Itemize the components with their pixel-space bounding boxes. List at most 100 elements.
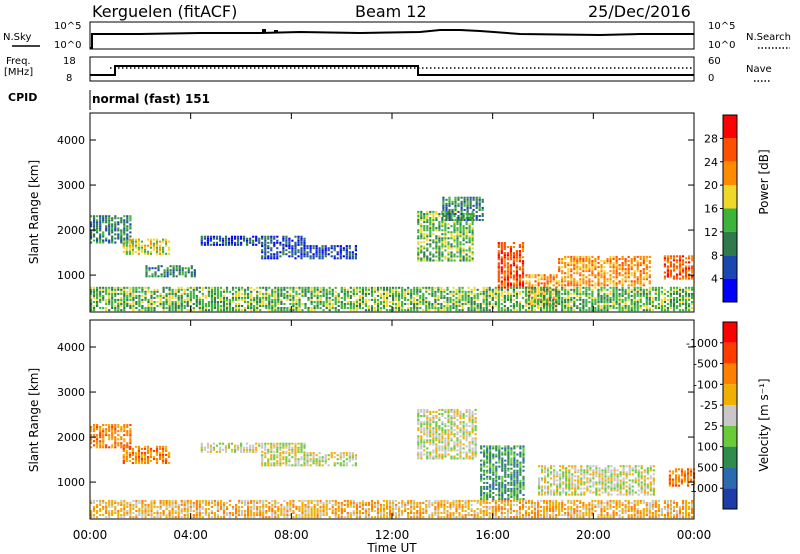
data-cell (122, 250, 125, 253)
data-cell (348, 257, 351, 260)
data-cell (301, 303, 304, 306)
data-cell (507, 447, 510, 450)
data-cell (681, 269, 685, 272)
data-cell (510, 447, 513, 450)
data-cell (294, 243, 297, 246)
data-cell (681, 263, 685, 266)
data-cell (306, 456, 309, 459)
data-cell (454, 202, 457, 205)
data-cell (645, 301, 648, 304)
data-cell (654, 296, 657, 299)
data-cell (552, 301, 555, 304)
data-cell (150, 294, 153, 297)
data-cell (348, 454, 351, 457)
data-cell (429, 413, 432, 416)
data-cell (615, 288, 618, 291)
data-cell (615, 286, 618, 289)
data-cell (162, 294, 165, 297)
data-cell (510, 492, 513, 495)
data-cell (453, 235, 456, 238)
data-cell (111, 229, 114, 232)
data-cell (417, 423, 420, 426)
data-cell (168, 296, 171, 299)
data-cell (597, 307, 600, 310)
data-cell (483, 459, 486, 462)
data-cell (354, 249, 357, 252)
data-cell (298, 292, 301, 295)
data-cell (518, 244, 521, 247)
data-cell (180, 292, 183, 295)
data-cell (310, 307, 313, 310)
data-cell (392, 292, 395, 295)
data-cell (337, 292, 340, 295)
data-cell (420, 231, 423, 234)
data-cell (612, 276, 615, 279)
data-cell (492, 473, 495, 476)
data-cell (240, 450, 243, 453)
data-cell (585, 258, 588, 261)
data-cell (426, 429, 429, 432)
data-cell (157, 269, 160, 272)
data-cell (471, 417, 474, 420)
data-cell (117, 442, 120, 445)
data-cell (138, 301, 141, 304)
colorbar-swatch (723, 208, 737, 232)
data-cell (114, 288, 117, 291)
data-cell (503, 278, 506, 281)
data-cell (450, 439, 453, 442)
data-cell (434, 298, 437, 301)
data-cell (612, 296, 615, 299)
data-cell (453, 221, 456, 224)
data-cell (419, 294, 422, 297)
data-cell (162, 238, 165, 241)
data-cell (132, 294, 135, 297)
data-cell (416, 301, 419, 304)
data-cell (546, 303, 549, 306)
data-cell (131, 252, 134, 255)
data-cell (507, 498, 510, 501)
data-cell (606, 272, 609, 275)
data-cell (501, 459, 504, 462)
data-cell (301, 309, 304, 312)
data-cell (570, 278, 573, 281)
data-cell (120, 288, 123, 291)
data-cell (639, 270, 642, 273)
data-cell (168, 307, 171, 310)
data-cell (250, 292, 253, 295)
data-cell (277, 301, 280, 304)
data-cell (155, 252, 159, 255)
data-cell (672, 269, 676, 272)
data-cell (645, 268, 648, 271)
data-cell (585, 288, 588, 291)
data-cell (328, 298, 331, 301)
data-cell (474, 439, 477, 442)
data-cell (423, 449, 426, 452)
data-cell (129, 434, 132, 437)
data-cell (657, 288, 660, 291)
data-cell (253, 309, 256, 312)
data-cell (419, 303, 422, 306)
data-cell (386, 309, 389, 312)
data-cell (603, 303, 606, 306)
data-cell (429, 219, 432, 222)
data-cell (270, 458, 273, 461)
data-cell (304, 307, 307, 310)
data-cell (392, 294, 395, 297)
data-cell (449, 301, 452, 304)
data-cell (102, 428, 105, 431)
data-cell (246, 243, 249, 246)
data-cell (527, 301, 531, 304)
data-cell (171, 296, 174, 299)
data-cell (137, 458, 140, 461)
data-cell (108, 424, 111, 427)
data-cell (524, 309, 528, 312)
data-cell (618, 307, 621, 310)
data-cell (102, 217, 105, 220)
data-cell (479, 303, 482, 306)
data-cell (267, 452, 270, 455)
data-cell (454, 196, 457, 199)
data-cell (171, 303, 174, 306)
data-cell (591, 292, 594, 295)
data-cell (303, 444, 306, 447)
